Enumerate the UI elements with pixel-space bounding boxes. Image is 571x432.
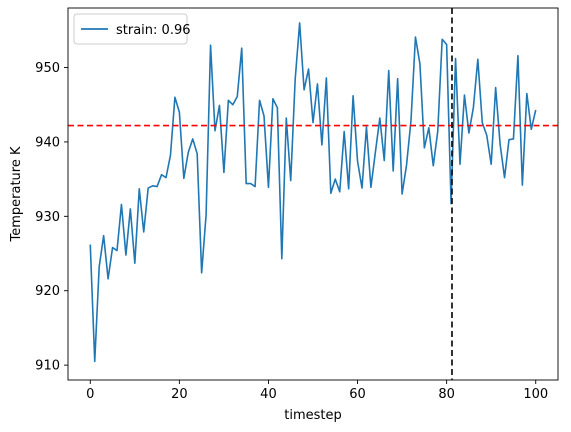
- axes: 0 20 40 60 80 100 910 920 930 940 950: [35, 7, 559, 402]
- x-tick-label: 40: [260, 387, 277, 402]
- legend-box: [73, 13, 188, 45]
- y-tick-label: 950: [35, 61, 60, 76]
- x-axis-label: timestep: [284, 408, 342, 423]
- y-tick-label: 930: [35, 210, 60, 225]
- plot-area: [68, 8, 558, 380]
- y-tick-label: 940: [35, 135, 60, 150]
- y-tick-label: 920: [35, 284, 60, 299]
- x-tick-label: 100: [523, 387, 548, 402]
- legend-label-strain: strain: 0.96: [116, 23, 191, 38]
- axes-frame: [67, 7, 559, 381]
- y-tick-label: 910: [35, 359, 60, 374]
- legend: strain: 0.96: [73, 13, 191, 45]
- x-tick-label: 0: [86, 387, 94, 402]
- x-tick-label: 80: [438, 387, 455, 402]
- x-tick-label: 20: [171, 387, 188, 402]
- x-tick-label: 60: [349, 387, 366, 402]
- y-axis-label: Temperature K: [9, 146, 24, 242]
